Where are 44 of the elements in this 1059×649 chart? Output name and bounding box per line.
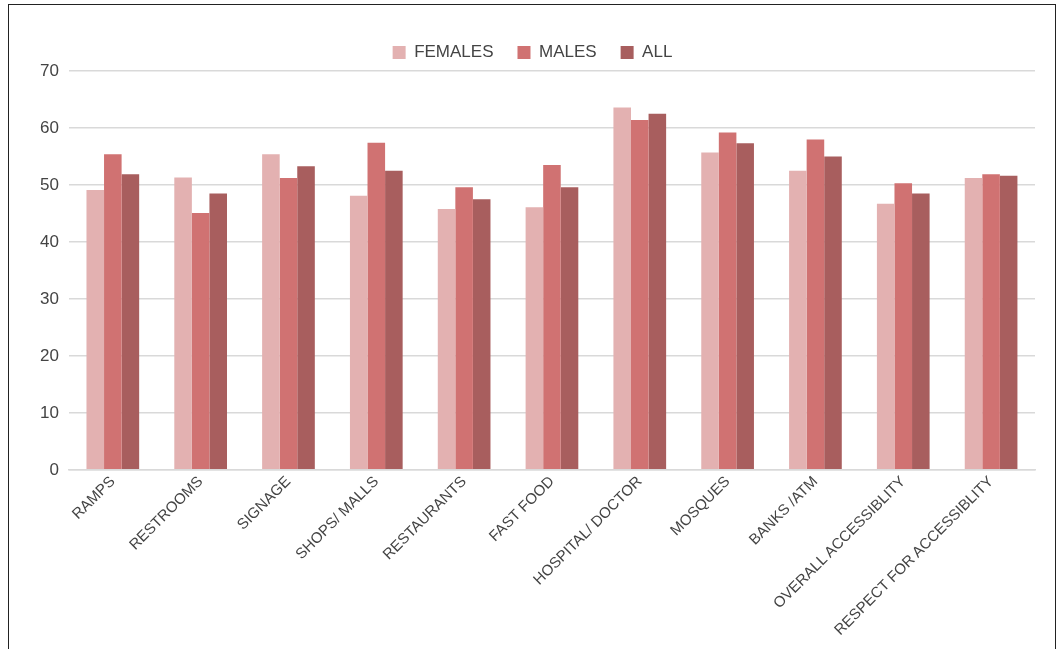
legend-label: FEMALES xyxy=(414,42,494,62)
y-tick-label: 50 xyxy=(39,174,59,194)
legend-label: ALL xyxy=(642,42,673,62)
bar xyxy=(121,174,140,470)
y-tick-label: 20 xyxy=(39,345,59,365)
bar xyxy=(525,207,544,470)
bar xyxy=(982,174,1000,470)
bar xyxy=(613,107,631,470)
bar xyxy=(999,175,1018,470)
bar xyxy=(86,190,105,470)
bar xyxy=(455,187,473,470)
bar xyxy=(718,132,737,470)
legend-label: MALES xyxy=(538,42,597,62)
bar xyxy=(789,170,807,470)
y-tick-label: 40 xyxy=(39,231,59,251)
bar xyxy=(297,166,315,470)
bar xyxy=(876,203,895,470)
bar xyxy=(736,143,754,470)
bar xyxy=(104,154,122,470)
bar xyxy=(701,152,719,470)
bar xyxy=(279,178,298,470)
bar xyxy=(209,193,227,470)
bar xyxy=(349,195,368,470)
bar xyxy=(437,208,456,470)
bar xyxy=(824,156,842,470)
y-tick-label: 10 xyxy=(39,402,59,422)
bar xyxy=(648,113,667,470)
bar xyxy=(894,183,913,470)
y-tick-label: 30 xyxy=(39,288,59,308)
bar xyxy=(543,165,561,470)
bar xyxy=(912,193,930,470)
bar xyxy=(367,142,386,470)
bar xyxy=(560,187,579,470)
y-tick-label: 60 xyxy=(39,117,59,137)
bar xyxy=(191,212,210,470)
bar xyxy=(262,154,280,470)
bar xyxy=(385,170,403,470)
bar xyxy=(964,178,983,470)
bar xyxy=(174,177,192,470)
y-tick-label: 0 xyxy=(49,459,59,479)
bar xyxy=(472,199,491,470)
bar xyxy=(806,139,825,470)
y-tick-label: 70 xyxy=(39,60,59,80)
bar xyxy=(631,120,649,470)
